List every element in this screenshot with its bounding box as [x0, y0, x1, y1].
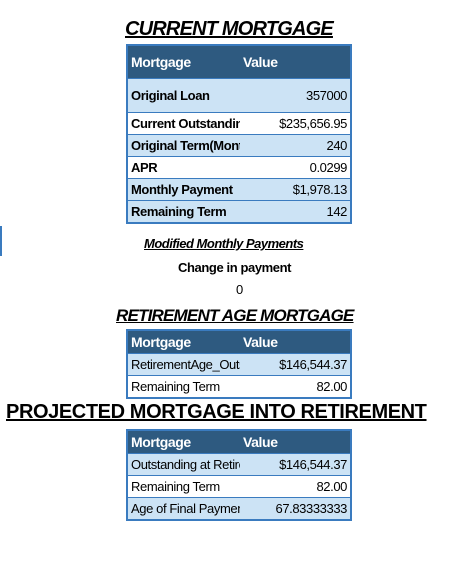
- cell-value: 0.0299: [309, 160, 348, 175]
- table-row[interactable]: Monthly Payment $1,978.13: [128, 178, 350, 200]
- table-row[interactable]: Age of Final Payment 67.83333333: [128, 497, 350, 519]
- cell-label: Monthly Payment: [131, 182, 233, 197]
- projected-mortgage-table: Mortgage Value Outstanding at Retirement…: [126, 429, 352, 521]
- table-row[interactable]: Remaining Term 142: [128, 200, 350, 222]
- table-row[interactable]: Current Outstanding $235,656.95: [128, 112, 350, 134]
- cell-label: Remaining Term: [131, 479, 220, 494]
- table-header: Mortgage Value: [128, 431, 350, 453]
- modified-payments-title: Modified Monthly Payments: [144, 236, 304, 251]
- table-row[interactable]: RetirementAge_Outstanding $146,544.37: [128, 353, 350, 375]
- current-mortgage-table: Mortgage Value Original Loan 357000 Curr…: [126, 44, 352, 224]
- table-header: Mortgage Value: [128, 46, 350, 78]
- header-value: Value: [243, 434, 278, 450]
- header-value: Value: [243, 54, 278, 70]
- table-row[interactable]: APR 0.0299: [128, 156, 350, 178]
- table-row[interactable]: Remaining Term 82.00: [128, 375, 350, 397]
- cell-value: 67.83333333: [275, 501, 347, 516]
- cell-label: Current Outstanding: [131, 116, 240, 131]
- projected-mortgage-title: PROJECTED MORTGAGE INTO RETIREMENT: [6, 401, 427, 423]
- cell-value: $1,978.13: [292, 182, 348, 197]
- table-row[interactable]: Original Loan 357000: [128, 78, 350, 112]
- change-in-payment-label: Change in payment: [178, 260, 292, 275]
- cell-label: Original Term(Months): [131, 138, 240, 153]
- cell-value: $146,544.37: [279, 357, 347, 372]
- cell-label: RetirementAge_Outstanding: [131, 357, 240, 372]
- cell-value: 240: [326, 138, 348, 153]
- cell-value: 82.00: [316, 379, 347, 394]
- table-row[interactable]: Original Term(Months) 240: [128, 134, 350, 156]
- table-header: Mortgage Value: [128, 331, 350, 353]
- header-mortgage: Mortgage: [131, 434, 191, 450]
- cell-value: 82.00: [316, 479, 347, 494]
- change-in-payment-value: 0: [236, 282, 244, 297]
- retirement-mortgage-table: Mortgage Value RetirementAge_Outstanding…: [126, 329, 352, 399]
- cell-value: 357000: [306, 88, 347, 103]
- table-row[interactable]: Outstanding at Retirement $146,544.37: [128, 453, 350, 475]
- cell-label: Age of Final Payment: [131, 501, 240, 516]
- current-mortgage-title: CURRENT MORTGAGE: [125, 18, 334, 40]
- cell-value: $146,544.37: [279, 457, 347, 472]
- header-value: Value: [243, 334, 278, 350]
- cell-cursor-marker: [0, 226, 2, 256]
- cell-value: 142: [326, 204, 348, 219]
- cell-value: $235,656.95: [279, 116, 347, 131]
- header-mortgage: Mortgage: [131, 54, 191, 70]
- cell-label: Original Loan: [131, 88, 210, 103]
- cell-label: Remaining Term: [131, 204, 227, 219]
- cell-label: APR: [131, 160, 158, 175]
- cell-label: Outstanding at Retirement: [131, 457, 240, 472]
- cell-label: Remaining Term: [131, 379, 220, 394]
- retirement-mortgage-title: RETIREMENT AGE MORTGAGE: [116, 306, 354, 325]
- table-row[interactable]: Remaining Term 82.00: [128, 475, 350, 497]
- header-mortgage: Mortgage: [131, 334, 191, 350]
